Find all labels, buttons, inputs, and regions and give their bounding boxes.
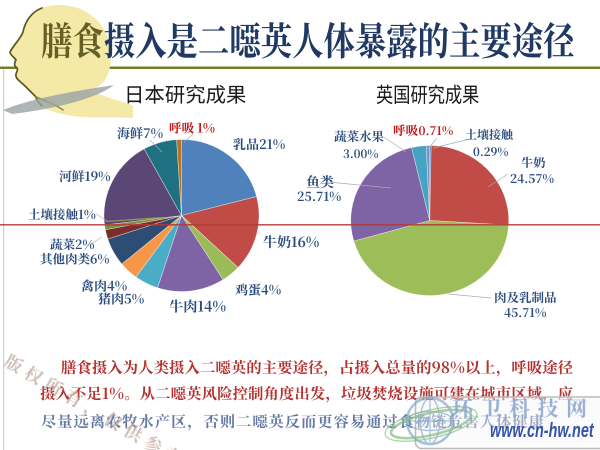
svg-text:www.cn-hw.net: www.cn-hw.net: [490, 419, 595, 442]
